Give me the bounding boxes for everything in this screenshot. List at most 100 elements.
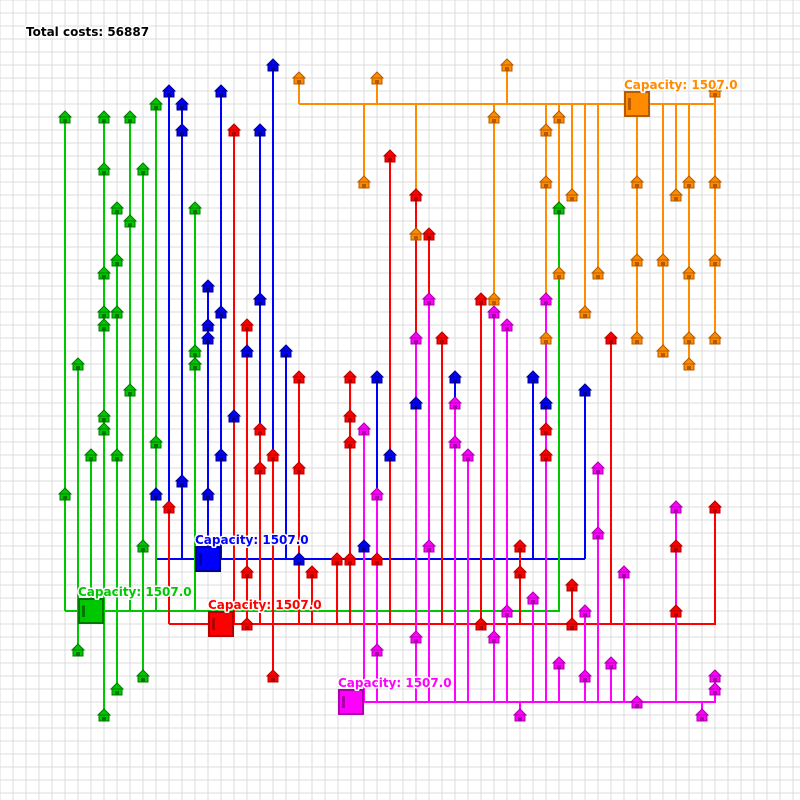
- orange-customer-house-icon: [486, 110, 502, 124]
- red-customer-house-icon: [408, 188, 424, 202]
- green-customer-house-icon: [135, 162, 151, 176]
- blue-customer-house-icon: [252, 292, 268, 306]
- red-customer-house-icon: [512, 565, 528, 579]
- red-customer-house-icon: [382, 149, 398, 163]
- orange-depot-capacity-label: Capacity: 1507.0: [624, 78, 738, 92]
- blue-customer-house-icon: [538, 396, 554, 410]
- green-customer-house-icon: [109, 253, 125, 267]
- orange-customer-house-icon: [681, 357, 697, 371]
- green-customer-house-icon: [148, 97, 164, 111]
- magenta-customer-house-icon: [421, 539, 437, 553]
- green-customer-house-icon: [96, 110, 112, 124]
- orange-customer-house-icon: [291, 71, 307, 85]
- red-customer-house-icon: [668, 604, 684, 618]
- magenta-customer-house-icon: [421, 292, 437, 306]
- red-customer-house-icon: [473, 617, 489, 631]
- orange-customer-house-icon: [408, 227, 424, 241]
- blue-depot-capacity-label: Capacity: 1507.0: [195, 533, 309, 547]
- green-customer-house-icon: [57, 487, 73, 501]
- red-customer-house-icon: [239, 617, 255, 631]
- orange-customer-house-icon: [486, 292, 502, 306]
- red-depot-icon: [208, 611, 234, 637]
- green-customer-house-icon: [109, 448, 125, 462]
- orange-customer-house-icon: [707, 84, 723, 98]
- green-depot-icon: [78, 598, 104, 624]
- depots: [78, 91, 650, 715]
- blue-customer-house-icon: [148, 487, 164, 501]
- orange-customer-house-icon: [681, 331, 697, 345]
- orange-customer-house-icon: [551, 110, 567, 124]
- red-customer-house-icon: [512, 539, 528, 553]
- red-depot-capacity-label: Capacity: 1507.0: [208, 598, 322, 612]
- green-customer-house-icon: [122, 110, 138, 124]
- orange-customer-house-icon: [629, 331, 645, 345]
- green-customer-house-icon: [96, 305, 112, 319]
- green-customer-house-icon: [70, 357, 86, 371]
- red-customer-house-icon: [434, 331, 450, 345]
- green-customer-house-icon: [187, 357, 203, 371]
- magenta-customer-house-icon: [408, 630, 424, 644]
- red-customer-house-icon: [239, 318, 255, 332]
- orange-customer-house-icon: [369, 71, 385, 85]
- blue-customer-house-icon: [265, 58, 281, 72]
- magenta-customer-house-icon: [616, 565, 632, 579]
- red-customer-house-icon: [707, 500, 723, 514]
- orange-customer-house-icon: [551, 266, 567, 280]
- blue-customer-house-icon: [226, 409, 242, 423]
- orange-customer-house-icon: [538, 331, 554, 345]
- red-customer-house-icon: [342, 370, 358, 384]
- customer-houses: [57, 58, 723, 722]
- magenta-customer-house-icon: [538, 292, 554, 306]
- green-customer-house-icon: [187, 201, 203, 215]
- blue-customer-house-icon: [200, 318, 216, 332]
- magenta-customer-house-icon: [512, 708, 528, 722]
- orange-customer-house-icon: [681, 266, 697, 280]
- green-customer-house-icon: [122, 383, 138, 397]
- orange-customer-house-icon: [538, 175, 554, 189]
- red-customer-house-icon: [538, 422, 554, 436]
- magenta-customer-house-icon: [369, 643, 385, 657]
- red-customer-house-icon: [342, 435, 358, 449]
- blue-customer-house-icon: [525, 370, 541, 384]
- red-customer-house-icon: [265, 669, 281, 683]
- blue-customer-house-icon: [200, 279, 216, 293]
- blue-customer-house-icon: [278, 344, 294, 358]
- red-customer-house-icon: [369, 552, 385, 566]
- red-customer-house-icon: [304, 565, 320, 579]
- orange-depot-icon: [624, 91, 650, 117]
- orange-customer-house-icon: [590, 266, 606, 280]
- red-customer-house-icon: [603, 331, 619, 345]
- magenta-customer-house-icon: [668, 500, 684, 514]
- red-customer-house-icon: [252, 461, 268, 475]
- blue-customer-house-icon: [200, 487, 216, 501]
- labels: Total costs: 56887 Capacity: 1507.0 Capa…: [25, 24, 740, 692]
- green-depot-capacity-label: Capacity: 1507.0: [78, 585, 192, 599]
- magenta-customer-house-icon: [356, 422, 372, 436]
- orange-customer-house-icon: [707, 253, 723, 267]
- green-customer-house-icon: [109, 201, 125, 215]
- orange-customer-house-icon: [356, 175, 372, 189]
- blue-customer-house-icon: [213, 84, 229, 98]
- magenta-customer-house-icon: [460, 448, 476, 462]
- magenta-customer-house-icon: [447, 435, 463, 449]
- blue-customer-house-icon: [174, 123, 190, 137]
- orange-customer-house-icon: [629, 175, 645, 189]
- blue-depot-icon: [195, 546, 221, 572]
- orange-customer-house-icon: [538, 123, 554, 137]
- blue-customer-house-icon: [213, 448, 229, 462]
- red-customer-house-icon: [161, 500, 177, 514]
- blue-customer-house-icon: [356, 539, 372, 553]
- orange-customer-house-icon: [707, 331, 723, 345]
- magenta-customer-house-icon: [577, 604, 593, 618]
- green-customer-house-icon: [109, 305, 125, 319]
- orange-customer-house-icon: [629, 253, 645, 267]
- orange-customer-house-icon: [564, 188, 580, 202]
- green-customer-house-icon: [551, 201, 567, 215]
- magenta-customer-house-icon: [551, 656, 567, 670]
- magenta-customer-house-icon: [707, 669, 723, 683]
- red-customer-house-icon: [239, 565, 255, 579]
- green-customer-house-icon: [96, 422, 112, 436]
- blue-customer-house-icon: [447, 370, 463, 384]
- orange-customer-house-icon: [499, 58, 515, 72]
